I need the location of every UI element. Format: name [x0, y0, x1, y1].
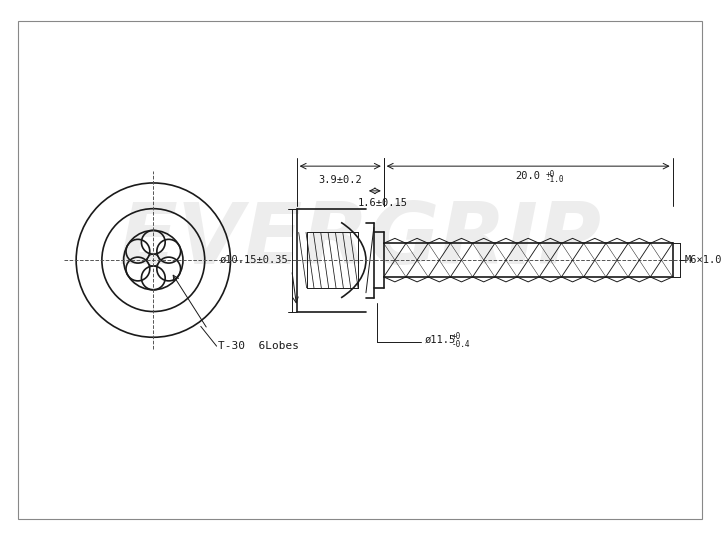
Text: 1.6±0.15: 1.6±0.15	[357, 198, 408, 208]
Text: +0: +0	[452, 332, 462, 341]
Text: ø11.5: ø11.5	[424, 334, 456, 344]
Text: T-30  6Lobes: T-30 6Lobes	[218, 341, 298, 351]
Text: +0: +0	[546, 170, 555, 179]
Text: ø10.15±0.35: ø10.15±0.35	[220, 255, 289, 265]
Text: EVERGRIP: EVERGRIP	[119, 199, 601, 282]
Text: 20.0: 20.0	[515, 171, 541, 181]
Text: -1.0: -1.0	[546, 176, 564, 185]
Text: -0.4: -0.4	[452, 340, 470, 349]
Text: M6×1.0: M6×1.0	[684, 255, 722, 265]
Text: 3.9±0.2: 3.9±0.2	[318, 175, 362, 185]
